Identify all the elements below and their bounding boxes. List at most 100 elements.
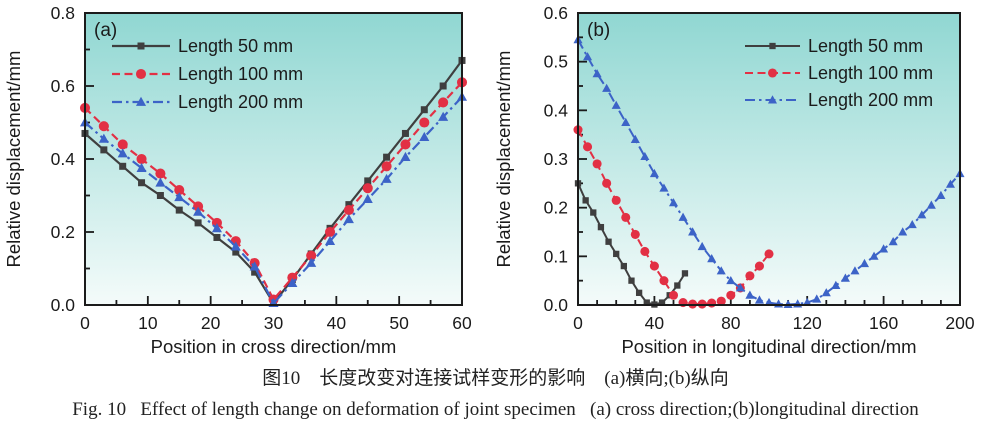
x-tick-label: 120 <box>793 313 822 333</box>
marker-length-100mm <box>764 249 774 259</box>
legend-item-length-100mm: Length 100 mm <box>745 63 933 83</box>
marker-length-50mm <box>420 106 428 114</box>
marker-length-200mm <box>306 257 317 267</box>
marker-length-50mm <box>345 201 353 209</box>
x-tick-label: 30 <box>264 313 284 333</box>
marker-length-50mm <box>635 289 643 296</box>
marker-length-200mm <box>602 83 612 92</box>
x-tick-label: 40 <box>327 313 347 333</box>
y-tick-label: 0.0 <box>51 295 76 315</box>
marker-length-100mm <box>716 296 726 306</box>
x-tick-label: 200 <box>945 313 974 333</box>
legend-label-length-50mm: Length 50 mm <box>178 36 293 56</box>
series-markers-length-100mm <box>79 77 468 305</box>
marker-length-100mm <box>325 226 336 238</box>
marker-length-200mm <box>249 261 260 271</box>
legend-item-length-100mm: Length 100 mm <box>112 64 303 84</box>
marker-length-200mm <box>287 277 298 287</box>
marker-length-50mm <box>628 277 635 284</box>
y-tick-label: 0.2 <box>544 198 568 218</box>
marker-length-200mm <box>419 131 430 141</box>
marker-length-50mm <box>175 206 183 214</box>
marker-length-200mm <box>831 280 841 289</box>
marker-length-100mm <box>630 229 640 239</box>
marker-length-200mm <box>611 100 621 109</box>
marker-length-200mm <box>343 213 354 224</box>
marker-length-100mm <box>419 117 430 128</box>
marker-length-200mm <box>840 273 850 282</box>
marker-length-100mm <box>174 184 185 196</box>
marker-length-50mm <box>251 268 259 276</box>
y-tick-label: 0.4 <box>51 149 76 169</box>
legend: Length 50 mm Length 100 mm Length 200 mm <box>112 36 303 112</box>
plot-frame <box>577 12 961 306</box>
marker-length-50mm <box>597 223 605 231</box>
caption-english: Fig. 10 Effect of length change on defor… <box>72 399 919 420</box>
marker-length-100mm <box>640 246 650 257</box>
y-axis-title: Relative displacement/mm <box>3 51 24 268</box>
marker-length-200mm <box>821 288 831 297</box>
y-tick-label: 0.6 <box>51 76 75 96</box>
x-tick-label: 50 <box>389 313 409 333</box>
marker-length-200mm <box>764 297 774 307</box>
marker-length-50mm <box>194 219 202 227</box>
marker-length-50mm <box>119 162 127 170</box>
marker-length-50mm <box>613 250 620 258</box>
legend: Length 50 mm Length 100 mm Length 200 mm <box>745 36 933 110</box>
marker-length-100mm <box>602 178 612 188</box>
legend-marker-length-100mm <box>135 68 147 80</box>
legend-label-length-50mm: Length 50 mm <box>808 36 923 56</box>
marker-length-100mm <box>707 298 717 308</box>
legend-item-length-50mm: Length 50 mm <box>112 36 293 56</box>
marker-length-50mm <box>582 197 589 204</box>
marker-length-200mm <box>936 190 946 199</box>
marker-length-200mm <box>869 251 879 260</box>
caption-chinese: 图10 长度改变对连接试样变形的影响 (a)横向;(b)纵向 <box>262 368 729 389</box>
marker-length-200mm <box>678 212 688 221</box>
marker-length-200mm <box>659 183 669 192</box>
marker-length-50mm <box>681 270 689 277</box>
legend-label-length-200mm: Length 200 mm <box>808 90 933 110</box>
legend-label-length-100mm: Length 100 mm <box>808 63 933 83</box>
marker-length-50mm <box>674 282 681 289</box>
marker-length-50mm <box>439 82 447 90</box>
marker-length-50mm <box>605 238 612 245</box>
x-axis-title: Position in longitudinal direction/mm <box>621 336 916 357</box>
marker-length-50mm <box>364 177 372 185</box>
y-tick-label: 0.5 <box>544 52 568 72</box>
marker-length-200mm <box>325 235 336 245</box>
marker-length-100mm <box>611 195 621 205</box>
marker-length-100mm <box>400 139 411 150</box>
marker-length-50mm <box>232 248 240 256</box>
plot-frame <box>84 12 463 306</box>
y-tick-label: 0.3 <box>544 149 568 169</box>
marker-length-200mm <box>945 179 955 188</box>
marker-length-100mm <box>343 205 354 216</box>
marker-length-50mm <box>643 299 650 306</box>
marker-length-200mm <box>907 219 917 229</box>
legend-marker-length-100mm <box>767 68 778 78</box>
marker-length-50mm <box>620 262 627 270</box>
marker-length-200mm <box>697 241 707 251</box>
marker-length-50mm <box>100 146 108 154</box>
marker-length-100mm <box>362 183 373 194</box>
marker-length-100mm <box>668 290 679 300</box>
marker-length-200mm <box>630 134 640 143</box>
marker-length-200mm <box>438 111 449 121</box>
panel-label: (a) <box>94 20 117 41</box>
marker-length-200mm <box>802 297 812 307</box>
charts-row: 0 10 20 30 40 50 60 0.0 0.2 0.4 0.6 0.8 Position in … <box>3 3 975 357</box>
marker-length-200mm <box>888 237 898 246</box>
legend-item-length-50mm: Length 50 mm <box>745 36 923 56</box>
marker-length-100mm <box>621 212 631 222</box>
x-tick-label: 40 <box>645 313 665 333</box>
marker-length-200mm <box>688 227 698 236</box>
marker-length-200mm <box>592 69 602 78</box>
legend-label-length-100mm: Length 100 mm <box>178 64 303 84</box>
chart-a-cross-direction: 0 10 20 30 40 50 60 0.0 0.2 0.4 0.6 0.8 Position in … <box>3 3 472 357</box>
marker-length-100mm <box>438 97 449 108</box>
y-tick-label: 0.2 <box>51 222 75 242</box>
marker-length-200mm <box>98 133 109 143</box>
legend-marker-length-50mm <box>769 42 776 50</box>
marker-length-200mm <box>155 177 166 187</box>
